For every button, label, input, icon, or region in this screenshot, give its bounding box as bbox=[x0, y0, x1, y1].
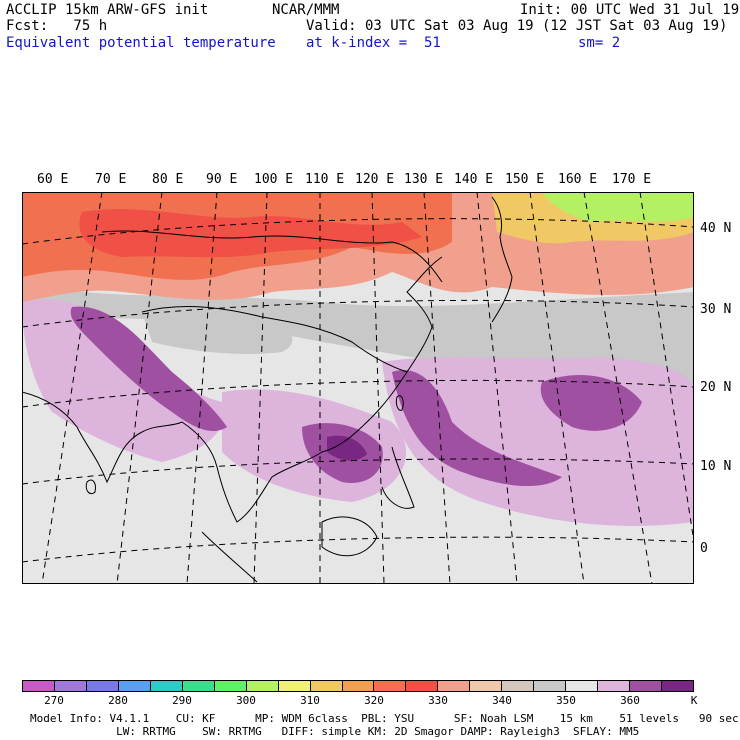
lon-label: 70 E bbox=[95, 172, 127, 187]
colorbar-swatch bbox=[23, 681, 55, 691]
gridline-lon-160 bbox=[583, 192, 653, 584]
coast-philippines bbox=[381, 446, 415, 509]
lon-label: 90 E bbox=[206, 172, 238, 187]
colorbar-swatch bbox=[406, 681, 439, 691]
lon-label: 80 E bbox=[152, 172, 184, 187]
gridline-lon-70 bbox=[41, 192, 103, 584]
colorbar-tick-label: 270 bbox=[44, 694, 64, 707]
colorbar-swatch bbox=[310, 681, 343, 691]
colorbar-tick-label: 310 bbox=[300, 694, 320, 707]
colorbar-tick-label: 340 bbox=[492, 694, 512, 707]
colorbar-swatch bbox=[118, 681, 151, 691]
colorbar-swatch bbox=[214, 681, 247, 691]
colorbar bbox=[22, 680, 694, 692]
tibet-grey bbox=[142, 306, 293, 354]
lat-label: 10 N bbox=[700, 459, 732, 474]
gridline-lat-20 bbox=[22, 379, 694, 408]
coast-india bbox=[22, 391, 183, 484]
colorbar-swatch bbox=[54, 681, 87, 691]
colorbar-swatch bbox=[598, 681, 631, 691]
lat-label: 40 N bbox=[700, 221, 732, 236]
lon-label: 170 E bbox=[612, 172, 652, 187]
smoothing-value: sm= 2 bbox=[578, 35, 621, 51]
colorbar-swatch bbox=[438, 681, 471, 691]
valid-time: Valid: 03 UTC Sat 03 Aug 19 (12 JST Sat … bbox=[306, 18, 728, 34]
lon-label: 150 E bbox=[505, 172, 545, 187]
model-info-line1: Model Info: V4.1.1 CU: KF MP: WDM 6class… bbox=[30, 712, 739, 725]
model-info-line2: LW: RRTMG SW: RRTMG DIFF: simple KM: 2D … bbox=[30, 725, 640, 738]
colorbar-tick-label: 300 bbox=[236, 694, 256, 707]
lon-label: 140 E bbox=[454, 172, 494, 187]
org-label: NCAR/MMM bbox=[272, 2, 340, 18]
lon-label: 110 E bbox=[305, 172, 345, 187]
coast-borneo bbox=[321, 516, 378, 557]
colorbar-swatch bbox=[182, 681, 215, 691]
colorbar-tick-label: 290 bbox=[172, 694, 192, 707]
colorbar-swatch bbox=[374, 681, 407, 691]
border-china bbox=[101, 230, 443, 373]
lon-label: 120 E bbox=[355, 172, 395, 187]
colorbar-swatch bbox=[470, 681, 503, 691]
colorbar-swatch bbox=[630, 681, 663, 691]
coast-srilanka bbox=[85, 479, 96, 495]
cold-corner bbox=[542, 192, 694, 222]
colorbar-swatch bbox=[246, 681, 279, 691]
colorbar-swatch bbox=[86, 681, 119, 691]
colorbar-tick-label: 280 bbox=[108, 694, 128, 707]
darkest-purple-core bbox=[327, 435, 367, 461]
coast-seasia bbox=[181, 326, 433, 523]
dark-purple-monsoon bbox=[70, 306, 228, 432]
lon-label: 60 E bbox=[37, 172, 69, 187]
map-frame bbox=[22, 192, 694, 584]
colorbar-swatch bbox=[662, 681, 694, 691]
model-title: ACCLIP 15km ARW-GFS init bbox=[6, 2, 209, 18]
gridline-lon-170 bbox=[639, 192, 694, 543]
hot-core bbox=[79, 209, 423, 258]
colorbar-tick-label: 330 bbox=[428, 694, 448, 707]
lon-label: 100 E bbox=[254, 172, 294, 187]
dark-purple-wpac bbox=[392, 370, 562, 487]
colorbar-swatch bbox=[342, 681, 375, 691]
init-time: Init: 00 UTC Wed 31 Jul 19 bbox=[520, 2, 740, 18]
colorbar-unit: K bbox=[690, 694, 698, 707]
colorbar-swatch bbox=[534, 681, 567, 691]
colorbar-tick-label: 350 bbox=[556, 694, 576, 707]
coast-taiwan bbox=[395, 395, 404, 411]
colorbar-swatch bbox=[150, 681, 183, 691]
forecast-hour: Fcst: 75 h bbox=[6, 18, 108, 34]
lat-label: 0 bbox=[700, 541, 708, 556]
gridline-lat-0 bbox=[22, 536, 694, 563]
gridline-lat-30 bbox=[22, 299, 694, 328]
field-name: Equivalent potential temperature bbox=[6, 35, 276, 51]
dark-purple-typhoon bbox=[540, 374, 642, 431]
gridline-lat-40 bbox=[22, 218, 694, 245]
colorbar-tick-label: 360 bbox=[620, 694, 640, 707]
lat-label: 20 N bbox=[700, 380, 732, 395]
colorbar-tick-label: 320 bbox=[364, 694, 384, 707]
colorbar-swatch bbox=[566, 681, 599, 691]
colorbar-swatch bbox=[278, 681, 311, 691]
lon-label: 160 E bbox=[558, 172, 598, 187]
coast-japan bbox=[491, 196, 513, 323]
level-index: at k-index = 51 bbox=[306, 35, 441, 51]
lat-label: 30 N bbox=[700, 302, 732, 317]
gridline-lat-10 bbox=[22, 458, 694, 485]
theta-e-map bbox=[22, 192, 694, 584]
coast-sumatra bbox=[201, 531, 258, 583]
colorbar-swatch bbox=[502, 681, 535, 691]
lon-label: 130 E bbox=[404, 172, 444, 187]
